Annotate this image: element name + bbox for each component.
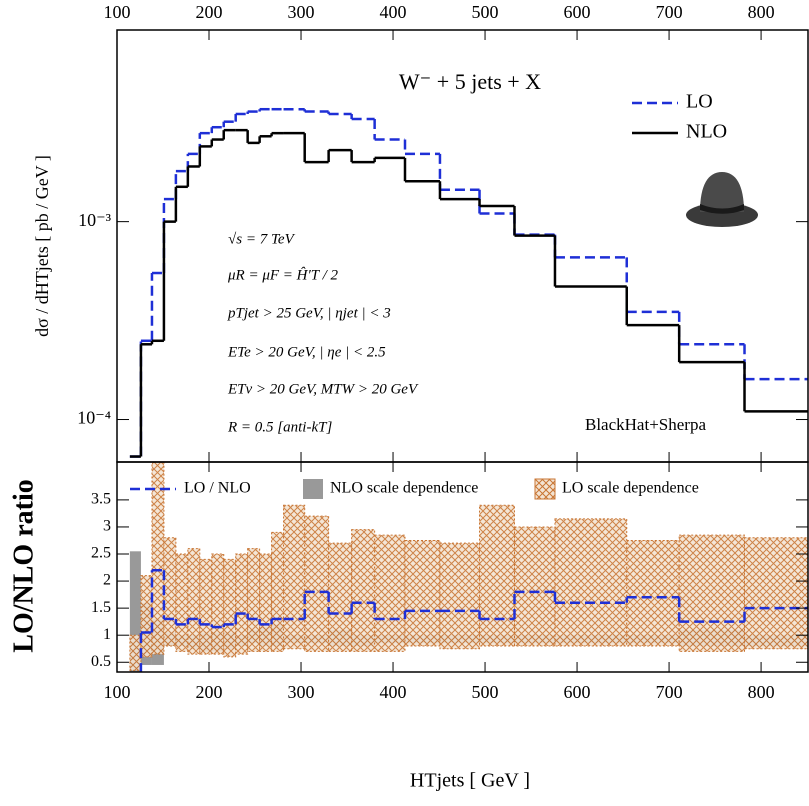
- x-tick-label: 800: [748, 2, 775, 22]
- scale-band: [140, 575, 153, 658]
- scale-band: [247, 548, 261, 652]
- annotation: ETe > 20 GeV, | ηe | < 2.5: [227, 344, 386, 360]
- annotation: ETν > 20 GeV, MTW > 20 GeV: [227, 381, 419, 397]
- x-tick-label: 200: [196, 682, 223, 702]
- scale-band: [187, 548, 201, 655]
- annotation: √s = 7 TeV: [228, 231, 296, 247]
- hat-icon: [686, 172, 758, 227]
- scale-band: [271, 531, 285, 652]
- scale-band: [223, 558, 237, 658]
- annotation: pTjet > 25 GeV, | ηjet | < 3: [227, 305, 391, 321]
- scale-band: [211, 553, 225, 655]
- x-tick-label: 700: [656, 2, 683, 22]
- legend-label: LO / NLO: [184, 480, 251, 497]
- scale-band: [626, 539, 680, 647]
- scale-band: [129, 634, 142, 671]
- x-tick-label: 800: [748, 682, 775, 702]
- scale-band: [554, 518, 628, 647]
- x-tick-label: 100: [104, 682, 131, 702]
- y-tick-label: 1: [103, 626, 111, 643]
- y-tick-label: 3: [103, 518, 111, 535]
- scale-band: [304, 515, 330, 652]
- y-axis-label: LO/NLO ratio: [8, 479, 39, 652]
- scale-band: [404, 539, 441, 647]
- legend-swatch: [303, 479, 323, 499]
- y-tick-label: 0.5: [91, 653, 111, 670]
- y-axis-label: dσ / dHTjets [ pb / GeV ]: [32, 155, 52, 337]
- scale-band: [328, 542, 353, 652]
- annotation: R = 0.5 [anti-kT]: [227, 419, 332, 435]
- y-tick-label: 2: [103, 572, 111, 589]
- x-axis-label: HTjets [ GeV ]: [410, 770, 530, 792]
- scale-band: [175, 553, 189, 652]
- bottom-frame: [116, 461, 809, 673]
- legend-label: NLO: [686, 121, 727, 143]
- x-tick-label: 200: [196, 2, 223, 22]
- scale-band: [744, 537, 808, 650]
- scale-band: [129, 551, 141, 672]
- series-group: [129, 107, 808, 458]
- x-tick-label: 600: [564, 682, 591, 702]
- x-tick-label: 300: [288, 2, 315, 22]
- legend-label: LO scale dependence: [562, 480, 699, 497]
- scale-band: [259, 553, 273, 652]
- x-tick-label: 400: [380, 682, 407, 702]
- ratio-bands: [129, 462, 808, 672]
- y-tick-label: 2.5: [91, 545, 111, 562]
- scale-band: [235, 553, 249, 655]
- legend-swatch: [534, 478, 556, 500]
- scale-band: [283, 504, 306, 650]
- chart-title: W⁻ + 5 jets + X: [399, 69, 541, 94]
- scale-band: [163, 537, 177, 647]
- legend-label: NLO scale dependence: [330, 480, 478, 497]
- scale-band: [439, 542, 481, 650]
- x-tick-label: 300: [288, 682, 315, 702]
- y-tick-label: 10⁻⁴: [77, 408, 111, 428]
- x-tick-label: 700: [656, 682, 683, 702]
- legend-label: LO: [686, 91, 713, 113]
- scale-band: [199, 558, 213, 655]
- scale-band: [374, 534, 406, 652]
- scale-band: [479, 504, 515, 647]
- y-tick-label: 10⁻³: [78, 210, 112, 230]
- x-tick-label: 600: [564, 2, 591, 22]
- x-tick-label: 100: [104, 2, 131, 22]
- scale-band: [513, 526, 556, 647]
- scale-band: [678, 534, 746, 652]
- annotation: BlackHat+Sherpa: [585, 415, 706, 434]
- x-tick-label: 400: [380, 2, 407, 22]
- x-tick-label: 500: [472, 682, 499, 702]
- series-group: [129, 568, 808, 672]
- scale-band: [351, 529, 376, 652]
- scale-band: [151, 462, 165, 655]
- x-tick-label: 500: [472, 2, 499, 22]
- y-tick-label: 3.5: [91, 491, 111, 508]
- plot-lines: [129, 107, 808, 672]
- y-tick-label: 1.5: [91, 599, 111, 616]
- annotation: μR = μF = Ĥ′T / 2: [227, 266, 338, 283]
